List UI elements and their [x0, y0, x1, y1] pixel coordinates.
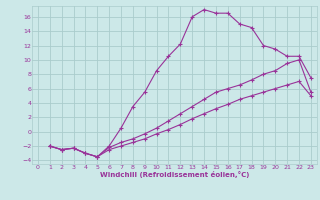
X-axis label: Windchill (Refroidissement éolien,°C): Windchill (Refroidissement éolien,°C): [100, 171, 249, 178]
